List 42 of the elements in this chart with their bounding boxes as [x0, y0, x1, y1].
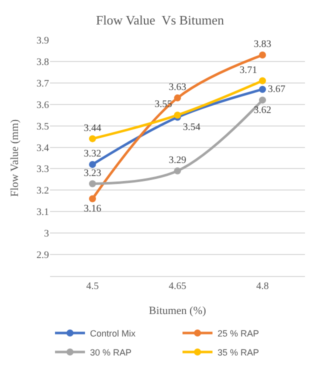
- data-label: 3.83: [254, 39, 272, 50]
- data-label: 3.16: [84, 204, 102, 215]
- legend-label: 30 % RAP: [90, 347, 132, 358]
- point: [259, 77, 266, 84]
- point: [89, 180, 96, 188]
- chart-title: Flow Value Vs Bitumen: [96, 12, 225, 28]
- y-tick-label: 3.5: [36, 121, 49, 132]
- point: [89, 195, 96, 202]
- x-tick-label: 4.65: [168, 281, 186, 292]
- y-axis-title: Flow Value (mm): [9, 118, 22, 197]
- y-tick-label: 3.1: [36, 207, 49, 218]
- point: [174, 94, 181, 102]
- data-label: 3.29: [168, 154, 186, 166]
- data-label: 3.62: [254, 104, 272, 116]
- data-label: 3.71: [240, 64, 258, 76]
- data-label: 3.54: [182, 122, 200, 134]
- y-tick-label: 3.7: [36, 78, 49, 90]
- data-label: 3.67: [268, 84, 286, 95]
- y-tick-label: 3.4: [36, 142, 49, 154]
- x-axis-title: Bitumen (%): [148, 305, 206, 318]
- point: [259, 52, 266, 59]
- y-tick-label: 3: [44, 228, 49, 240]
- data-label: 3.44: [84, 122, 102, 134]
- point: [89, 160, 96, 168]
- point: [89, 135, 96, 142]
- legend-label: 25 % RAP: [218, 328, 260, 338]
- x-tick-label: 4.5: [86, 281, 99, 292]
- data-label: 3.23: [84, 168, 102, 179]
- x-tick-label: 4.8: [256, 281, 269, 292]
- legend-label: Control Mix: [90, 328, 136, 338]
- point: [259, 96, 266, 104]
- y-tick-label: 3.3: [36, 164, 49, 176]
- y-tick-label: 3.8: [36, 56, 49, 68]
- y-tick-label: 3.6: [36, 100, 49, 111]
- data-label: 3.32: [84, 148, 102, 160]
- point: [174, 167, 181, 174]
- legend-label: 35 % RAP: [218, 347, 260, 358]
- y-tick-label: 3.2: [36, 186, 49, 197]
- y-tick-label: 3.9: [36, 36, 49, 46]
- y-tick-label: 2.9: [36, 250, 49, 262]
- data-label: 3.63: [168, 82, 186, 94]
- point: [259, 86, 266, 93]
